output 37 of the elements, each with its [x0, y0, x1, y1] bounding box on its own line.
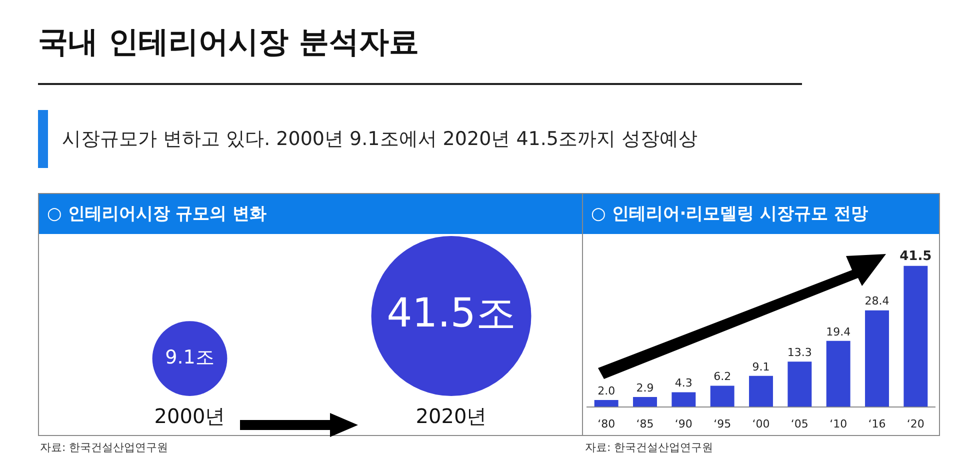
x-tick-label: ‘16 [868, 417, 886, 430]
data-label: 41.5 [900, 248, 932, 264]
bar [904, 266, 928, 407]
bar [594, 400, 618, 407]
data-label: 19.4 [826, 325, 851, 338]
chart-title: ○ 인테리어·리모델링 시장규모 전망 [583, 194, 939, 234]
x-tick-label: ‘90 [674, 417, 692, 430]
category-label: 2020년 [416, 404, 487, 428]
bar [633, 396, 657, 407]
x-tick-label: ‘80 [598, 417, 616, 430]
x-tick-label: ‘85 [636, 417, 654, 430]
text: ○ 인테리어시장 규모의 변화 [39, 194, 582, 234]
x-tick-label: ‘10 [830, 417, 848, 430]
data-label: 28.4 [864, 294, 890, 308]
bar [865, 310, 889, 407]
data-label: 13.3 [787, 346, 812, 359]
x-tick-label: ‘95 [714, 417, 732, 430]
data-label: 6.2 [714, 370, 732, 384]
bar [826, 340, 850, 407]
bar [672, 392, 696, 407]
data-label: 9.1조 [165, 346, 214, 368]
x-tick-label: ‘00 [752, 417, 770, 430]
bar [749, 376, 773, 407]
bar [788, 362, 812, 407]
data-label: 4.3 [674, 376, 692, 390]
text: 자료: 한국건설산업연구원 [585, 440, 714, 455]
text: 시장규모가 변하고 있다. 2000년 9.1조에서 2020년 41.5조까지 성장예상 [62, 127, 698, 152]
data-label: 2.9 [636, 381, 654, 394]
data-label: 9.1 [752, 360, 770, 374]
text: 자료: 한국건설산업연구원 [40, 440, 168, 455]
text: 국내 인테리어시장 분석자료 [38, 24, 419, 62]
bar [710, 386, 734, 407]
x-tick-label: ‘20 [906, 417, 924, 430]
data-label: 41.5조 [386, 290, 516, 336]
x-tick-label: ‘05 [790, 417, 808, 430]
category-label: 2000년 [154, 404, 226, 428]
data-label: 2.0 [598, 384, 616, 398]
